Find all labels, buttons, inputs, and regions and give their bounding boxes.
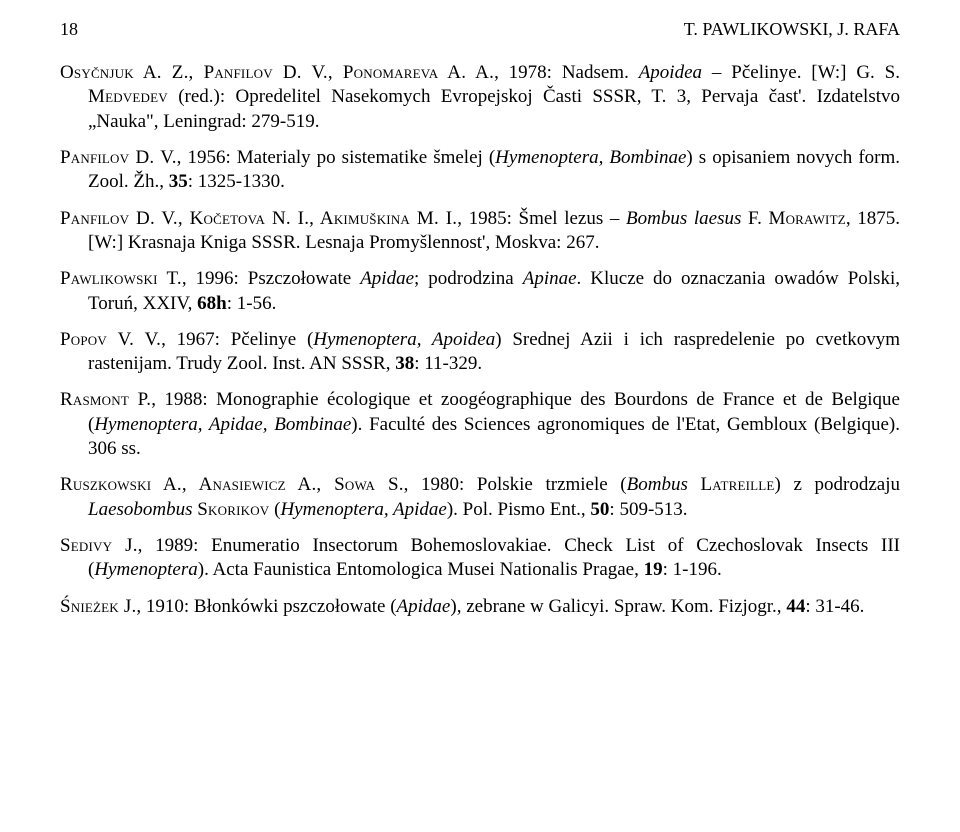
reference-entry: Rasmont P., 1988: Monographie écologique… bbox=[60, 388, 900, 461]
ref-volume: 38 bbox=[395, 353, 414, 374]
page-number: 18 bbox=[60, 18, 78, 41]
ref-authors: Popov V. V. bbox=[60, 329, 161, 350]
ref-italic: Apoidea bbox=[639, 62, 702, 83]
ref-italic: Hymenoptera, Apidae, Bombinae bbox=[94, 414, 351, 435]
ref-text: : 31-46. bbox=[805, 596, 864, 617]
reference-entry: Ruszkowski A., Anasiewicz A., Sowa S., 1… bbox=[60, 473, 900, 522]
ref-authors: Panfilov D. V., Kočetova N. I., Akimuški… bbox=[60, 208, 457, 229]
ref-text: ( bbox=[269, 499, 280, 520]
running-title: T. PAWLIKOWSKI, J. RAFA bbox=[684, 18, 900, 41]
ref-text: : 1-56. bbox=[227, 293, 277, 314]
ref-italic: Hymenoptera bbox=[94, 559, 197, 580]
ref-text: ). Pol. Pismo Ent., bbox=[447, 499, 591, 520]
ref-authors: Sedivy J. bbox=[60, 535, 138, 556]
ref-italic: Hymenoptera, Bombinae bbox=[495, 147, 686, 168]
ref-text: ), zebrane w Galicyi. Spraw. Kom. Fizjog… bbox=[450, 596, 786, 617]
ref-italic: Hymenoptera, Apoidea bbox=[313, 329, 495, 350]
ref-text: : 1325-1330. bbox=[188, 171, 285, 192]
page-container: 18 T. PAWLIKOWSKI, J. RAFA Osyčnjuk A. Z… bbox=[0, 0, 960, 832]
ref-text: ; podrodzina bbox=[414, 268, 523, 289]
reference-entry: Pawlikowski T., 1996: Pszczołowate Apida… bbox=[60, 267, 900, 316]
ref-authors: Śnieżek J. bbox=[60, 596, 136, 617]
reference-entry: Panfilov D. V., 1956: Materialy po siste… bbox=[60, 146, 900, 195]
ref-text: , 1996: Pszczołowate bbox=[182, 268, 360, 289]
references-list: Osyčnjuk A. Z., Panfilov D. V., Ponomare… bbox=[60, 61, 900, 619]
ref-text: , 1985: Šmel lezus – bbox=[457, 208, 626, 229]
ref-authors: Medvedev bbox=[88, 86, 168, 107]
ref-authors: Latreille bbox=[700, 474, 774, 495]
ref-text: , 1978: Nadsem. bbox=[494, 62, 639, 83]
ref-volume: 50 bbox=[590, 499, 609, 520]
ref-volume: 44 bbox=[786, 596, 805, 617]
ref-authors: Rasmont P. bbox=[60, 389, 151, 410]
ref-text bbox=[688, 474, 701, 495]
running-header: 18 T. PAWLIKOWSKI, J. RAFA bbox=[60, 18, 900, 41]
ref-authors: Pawlikowski T. bbox=[60, 268, 182, 289]
reference-entry: Sedivy J., 1989: Enumeratio Insectorum B… bbox=[60, 534, 900, 583]
ref-italic: Hymenoptera, Apidae bbox=[280, 499, 446, 520]
ref-italic: Apinae bbox=[523, 268, 577, 289]
ref-italic: Bombus bbox=[627, 474, 688, 495]
ref-authors: Ruszkowski A., Anasiewicz A., Sowa S. bbox=[60, 474, 404, 495]
ref-authors: Panfilov D. V. bbox=[60, 147, 177, 168]
ref-volume: 35 bbox=[169, 171, 188, 192]
ref-italic: Bombus laesus bbox=[626, 208, 741, 229]
ref-italic: Laesobombus bbox=[88, 499, 193, 520]
ref-text: , 1956: Materialy po sistematike šmelej … bbox=[177, 147, 496, 168]
ref-text: ). Acta Faunistica Entomologica Musei Na… bbox=[198, 559, 644, 580]
ref-text: F. bbox=[741, 208, 768, 229]
ref-text: , 1910: Błonkówki pszczołowate ( bbox=[136, 596, 396, 617]
ref-text: , 1980: Polskie trzmiele ( bbox=[404, 474, 627, 495]
reference-entry: Popov V. V., 1967: Pčelinye (Hymenoptera… bbox=[60, 328, 900, 377]
ref-text: – Pčelinye. [W:] G. S. bbox=[702, 62, 900, 83]
reference-entry: Panfilov D. V., Kočetova N. I., Akimuški… bbox=[60, 207, 900, 256]
ref-authors: Morawitz bbox=[768, 208, 845, 229]
ref-authors: Osyčnjuk A. Z., Panfilov D. V., Ponomare… bbox=[60, 62, 494, 83]
ref-text: (red.): Opredelitel Nasekomych Evropejsk… bbox=[88, 86, 900, 131]
ref-text: : 509-513. bbox=[609, 499, 687, 520]
ref-italic: Apidae bbox=[360, 268, 414, 289]
reference-entry: Osyčnjuk A. Z., Panfilov D. V., Ponomare… bbox=[60, 61, 900, 134]
ref-volume: 68h bbox=[197, 293, 227, 314]
ref-text: : 1-196. bbox=[663, 559, 722, 580]
ref-italic: Apidae bbox=[397, 596, 451, 617]
ref-authors: Skorikov bbox=[197, 499, 269, 520]
ref-text: , 1967: Pčelinye ( bbox=[161, 329, 313, 350]
reference-entry: Śnieżek J., 1910: Błonkówki pszczołowate… bbox=[60, 595, 900, 619]
ref-text: ) z podrodzaju bbox=[775, 474, 900, 495]
ref-volume: 19 bbox=[644, 559, 663, 580]
ref-text: : 11-329. bbox=[414, 353, 482, 374]
